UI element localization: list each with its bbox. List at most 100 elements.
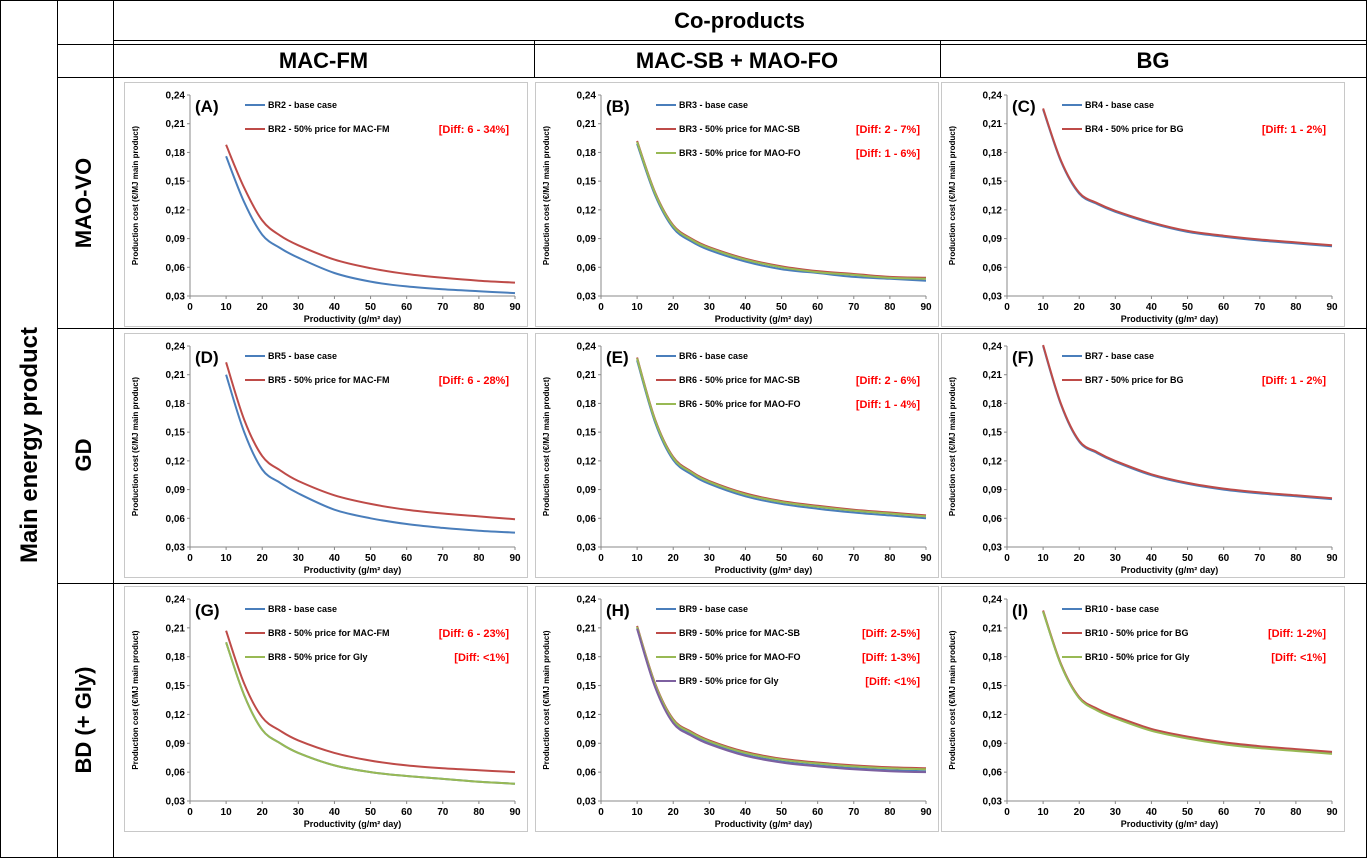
y-axis-label: Production cost (€/MJ main product) [542,126,551,265]
y-tick-label: 0,03 [166,543,186,554]
diff-annotation: [Diff: 6 - 23%] [439,628,510,640]
series-line [636,625,927,770]
diff-annotation: [Diff: <1%] [1271,652,1326,664]
x-axis-label: Productivity (g/m² day) [715,565,813,575]
x-tick-label: 50 [776,302,788,313]
diff-annotation: [Diff: 1 - 2%] [1262,124,1327,136]
y-tick-label: 0,06 [577,263,597,274]
x-tick-label: 0 [187,807,193,818]
x-tick-label: 0 [598,553,604,564]
x-axis-label: Productivity (g/m² day) [715,314,813,324]
x-tick-label: 30 [1110,302,1122,313]
y-tick-label: 0,18 [166,652,186,663]
chart-svg: 0,03 0,06 0,09 0,12 0,15 0,18 0,21 0,24 0 10 20 30 4… [542,595,932,830]
x-tick-label: 10 [221,553,233,564]
panel-label: (I) [1012,601,1028,620]
legend-label: BR5 - 50% price for MAC-FM [268,375,390,385]
x-tick-label: 10 [632,807,644,818]
x-tick-label: 50 [365,302,377,313]
y-tick-label: 0,15 [166,428,186,439]
x-tick-label: 40 [329,553,341,564]
y-tick-label: 0,15 [983,177,1003,188]
legend-label: BR9 - 50% price for MAC-SB [679,628,801,638]
series-line [636,140,927,279]
x-tick-label: 90 [920,553,932,564]
grid-line [113,40,1366,41]
x-tick-label: 70 [1254,553,1266,564]
y-tick-label: 0,18 [577,148,597,159]
chart-svg: 0,03 0,06 0,09 0,12 0,15 0,18 0,21 0,24 0 10 20 30 4… [542,91,932,325]
legend-label: BR2 - base case [268,100,337,110]
grid-line [57,44,1366,45]
series-line [636,626,927,771]
series-line [225,641,516,785]
diff-annotation: [Diff: 1 - 6%] [856,148,921,160]
y-tick-label: 0,24 [983,595,1003,606]
x-tick-label: 80 [884,807,896,818]
grid-line [534,40,535,77]
x-axis-label: Productivity (g/m² day) [304,565,402,575]
grid-line [57,0,58,857]
panel-label: (B) [606,97,630,116]
x-tick-label: 90 [509,553,521,564]
y-tick-label: 0,24 [577,342,597,353]
x-tick-label: 70 [437,807,449,818]
legend-label: BR6 - 50% price for MAO-FO [679,399,801,409]
series-line [1042,345,1333,501]
y-tick-label: 0,12 [577,205,597,216]
x-tick-label: 30 [293,553,305,564]
column-header-mac-fm: MAC-FM [278,48,369,73]
chart-panel-a: 0,03 0,06 0,09 0,12 0,15 0,18 0,21 0,24 0 10 20 30 4… [124,82,528,327]
x-tick-label: 40 [1146,807,1158,818]
series-line [225,144,516,284]
x-tick-label: 10 [1038,553,1050,564]
x-tick-label: 0 [598,807,604,818]
y-tick-label: 0,12 [166,456,186,467]
x-tick-label: 0 [187,302,193,313]
y-axis-label: Production cost (€/MJ main product) [542,630,551,769]
legend-label: BR8 - base case [268,604,337,614]
diff-annotation: [Diff: 2 - 6%] [856,375,921,387]
y-tick-label: 0,24 [983,342,1003,353]
y-tick-label: 0,12 [577,456,597,467]
x-tick-label: 50 [365,553,377,564]
y-tick-label: 0,12 [983,710,1003,721]
chart-svg: 0,03 0,06 0,09 0,12 0,15 0,18 0,21 0,24 0 10 20 30 4… [948,342,1338,576]
x-tick-label: 80 [473,553,485,564]
x-tick-label: 90 [1326,302,1338,313]
grid-line [57,328,1366,329]
legend-label: BR8 - 50% price for Gly [268,652,368,662]
chart-panel-e: 0,03 0,06 0,09 0,12 0,15 0,18 0,21 0,24 0 10 20 30 4… [535,333,939,578]
y-tick-label: 0,09 [577,234,597,245]
grid-line [113,0,114,857]
series-line [636,627,927,773]
series-line [225,155,516,295]
panel-label: (C) [1012,97,1036,116]
legend-label: BR10 - base case [1085,604,1159,614]
legend-label: BR3 - 50% price for MAC-SB [679,124,801,134]
y-tick-label: 0,06 [577,514,597,525]
series-line [225,361,516,521]
diff-annotation: [Diff: 6 - 28%] [439,375,510,387]
y-tick-label: 0,21 [166,370,186,381]
x-tick-label: 50 [1182,553,1194,564]
x-tick-label: 40 [740,553,752,564]
chart-svg: 0,03 0,06 0,09 0,12 0,15 0,18 0,21 0,24 0 10 20 30 4… [131,91,521,325]
y-tick-label: 0,15 [166,177,186,188]
legend-label: BR9 - 50% price for Gly [679,676,779,686]
x-tick-label: 0 [1004,302,1010,313]
diff-annotation: [Diff: 1-3%] [862,652,920,664]
chart-panel-f: 0,03 0,06 0,09 0,12 0,15 0,18 0,21 0,24 0 10 20 30 4… [941,333,1345,578]
y-tick-label: 0,24 [983,91,1003,102]
x-tick-label: 60 [1218,807,1230,818]
series-line [636,143,927,282]
x-tick-label: 70 [1254,807,1266,818]
chart-panel-i: 0,03 0,06 0,09 0,12 0,15 0,18 0,21 0,24 0 10 20 30 4… [941,586,1345,832]
x-tick-label: 20 [257,553,269,564]
x-tick-label: 30 [704,553,716,564]
y-tick-label: 0,21 [577,370,597,381]
x-axis-label: Productivity (g/m² day) [304,819,402,829]
x-tick-label: 90 [509,807,521,818]
y-tick-label: 0,12 [577,710,597,721]
y-tick-label: 0,18 [983,399,1003,410]
